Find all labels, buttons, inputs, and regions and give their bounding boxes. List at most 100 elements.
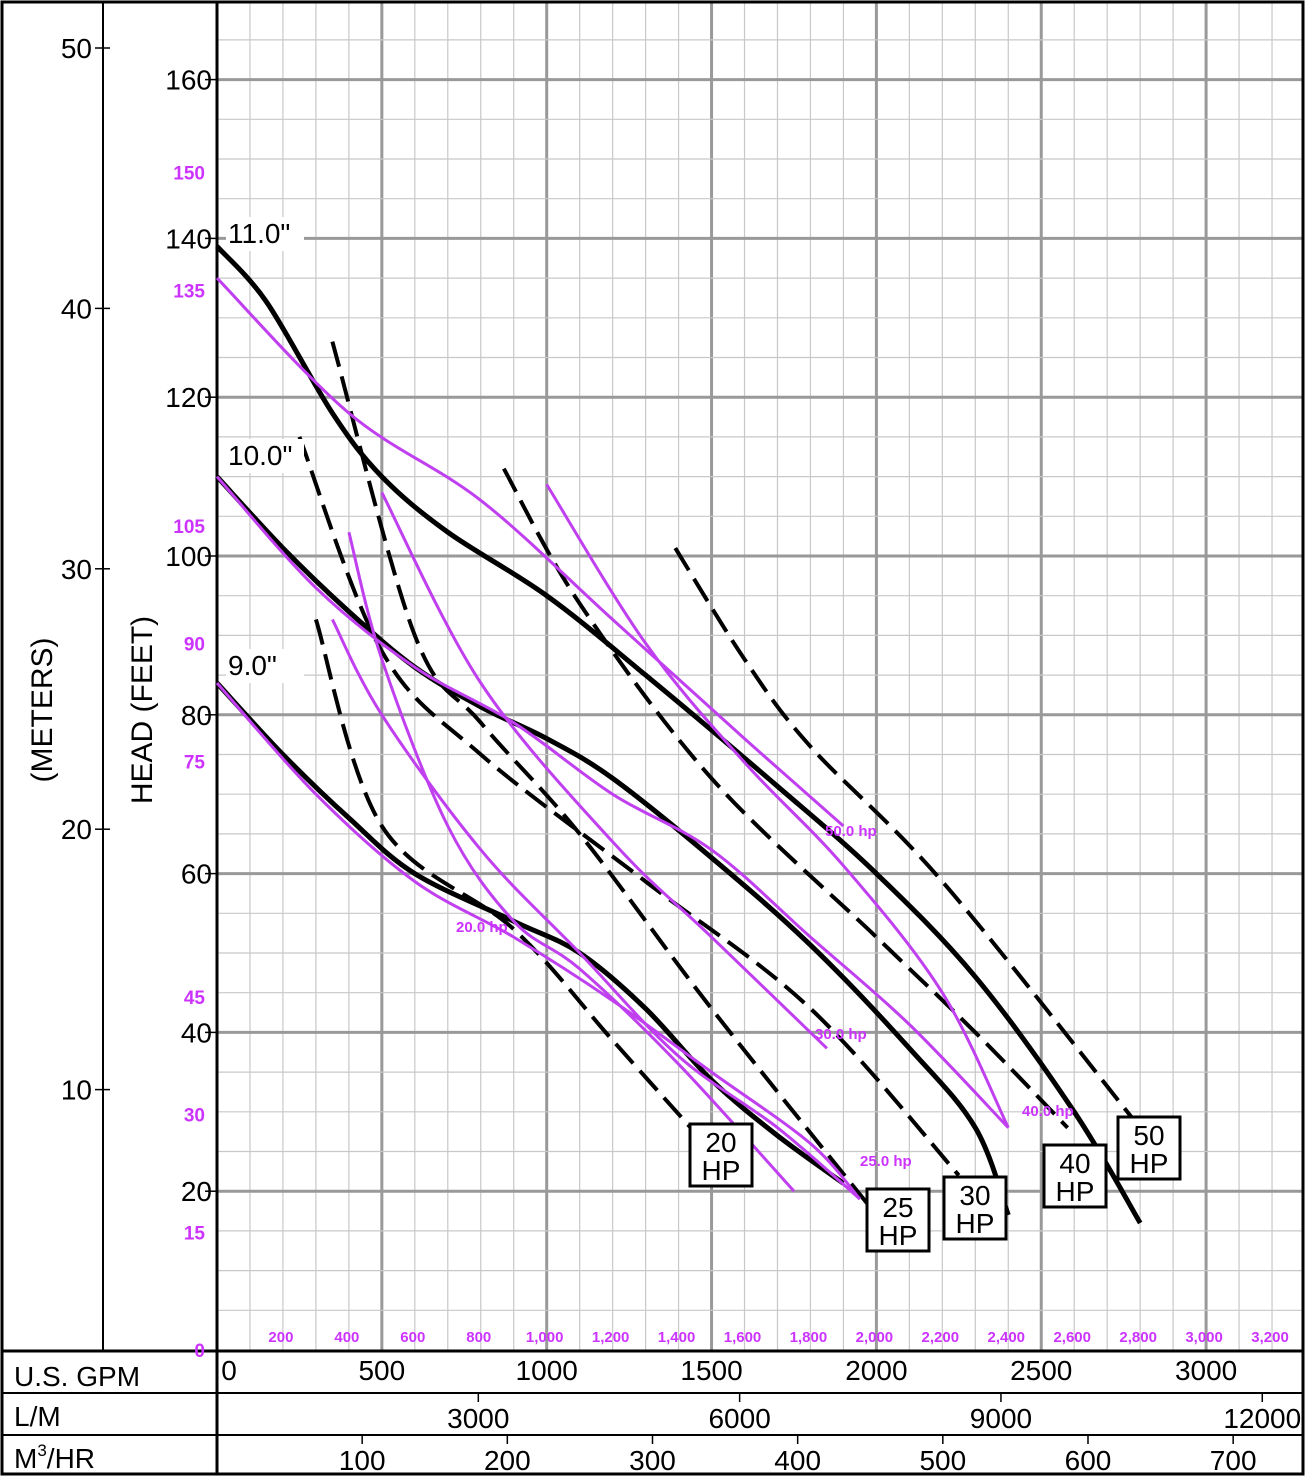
gpm-fine-tick-label: 2,000 — [856, 1329, 894, 1346]
hp-box-unit: HP — [702, 1155, 741, 1186]
psi-tick-label: 75 — [184, 752, 206, 773]
impeller-label: 11.0" — [228, 218, 290, 249]
gpm-tick-label: 1000 — [516, 1355, 578, 1386]
gpm-fine-tick-label: 1,600 — [724, 1329, 762, 1346]
gpm-fine-tick-label: 3,200 — [1251, 1329, 1289, 1346]
psi-tick-label: 135 — [173, 281, 205, 302]
m3hr-tick-label: 400 — [774, 1445, 821, 1476]
lpm-tick-label: 6000 — [708, 1403, 770, 1434]
hp-box — [1042, 1143, 1108, 1209]
power-curve — [215, 277, 845, 828]
feet-tick-label: 80 — [181, 700, 212, 731]
psi-tick-label: 15 — [184, 1223, 206, 1244]
impeller-curve — [215, 681, 845, 1186]
impeller-label-bg — [226, 217, 304, 251]
m3hr-tick-label: 300 — [629, 1445, 676, 1476]
psi-tick-label: 105 — [173, 517, 205, 538]
m3hr-tick-label: 700 — [1210, 1445, 1257, 1476]
y-axis-label-feet: HEAD (FEET) — [126, 616, 159, 804]
power-curve-label: 20.0 hp — [456, 919, 508, 936]
hp-limit-line — [502, 467, 1070, 1130]
hp-limit-line — [313, 618, 707, 1145]
feet-tick-label: 140 — [165, 223, 212, 254]
impeller-label: 10.0" — [228, 440, 292, 471]
gpm-fine-tick-label: 3,000 — [1185, 1329, 1223, 1346]
m3hr-superscript: 3 — [37, 1441, 46, 1460]
power-curve — [347, 531, 796, 1193]
power-curve — [215, 475, 1010, 1129]
m3hr-base: M — [14, 1443, 37, 1474]
psi-tick-label: 45 — [184, 988, 206, 1009]
impeller-curve — [215, 474, 1011, 1216]
feet-tick-label: 120 — [165, 382, 212, 413]
lpm-tick-label: 3000 — [447, 1403, 509, 1434]
impeller-curve — [215, 244, 1143, 1225]
labels: 2040608010012014016010203040500153045759… — [61, 33, 1301, 1476]
curves — [215, 244, 1143, 1225]
gpm-tick-label: 3000 — [1175, 1355, 1237, 1386]
hp-limit-line — [297, 436, 961, 1177]
meter-tick-label: 40 — [61, 293, 92, 324]
hp-box — [942, 1175, 1008, 1241]
psi-tick-label: 30 — [184, 1106, 205, 1127]
psi-tick-label: 150 — [173, 164, 205, 185]
meter-tick-label: 10 — [61, 1075, 92, 1106]
power-curve — [545, 483, 1010, 1129]
gpm-fine-tick-label: 1,800 — [790, 1329, 828, 1346]
feet-tick-label: 60 — [181, 859, 212, 890]
m3hr-rest: /HR — [47, 1443, 95, 1474]
feet-tick-label: 40 — [181, 1017, 212, 1048]
m3hr-tick-label: 500 — [919, 1445, 966, 1476]
feet-tick-label: 100 — [165, 541, 212, 572]
gpm-tick-label: 2000 — [845, 1355, 907, 1386]
m3hr-tick-label: 600 — [1065, 1445, 1112, 1476]
m3hr-tick-label: 200 — [484, 1445, 531, 1476]
power-curve-label: 40.0 hp — [1022, 1103, 1074, 1120]
m3hr-tick-label: 100 — [339, 1445, 386, 1476]
gpm-tick-label: 2500 — [1010, 1355, 1072, 1386]
power-curve — [331, 618, 861, 1201]
gpm-tick-label: 0 — [221, 1355, 237, 1386]
power-curve-label: 30.0 hp — [815, 1026, 867, 1043]
y-axis-label-meters: (METERS) — [26, 638, 59, 783]
hp-box-value: 50 — [1133, 1120, 1164, 1151]
gpm-fine-tick-label: 1,000 — [526, 1329, 564, 1346]
lpm-tick-label: 9000 — [970, 1403, 1032, 1434]
power-curve-label: 25.0 hp — [860, 1153, 912, 1170]
hp-box-unit: HP — [1056, 1176, 1095, 1207]
meter-tick-label: 50 — [61, 33, 92, 64]
psi-tick-label: 0 — [194, 1341, 205, 1362]
gpm-fine-tick-label: 1,200 — [592, 1329, 630, 1346]
impeller-label-bg — [226, 649, 304, 683]
gpm-fine-tick-label: 1,400 — [658, 1329, 696, 1346]
impeller-label-bg — [226, 439, 304, 473]
hp-box — [688, 1122, 754, 1188]
hp-box-unit: HP — [1130, 1148, 1169, 1179]
power-curve-label: 50.0 hp — [825, 823, 877, 840]
flow-scale-gpm-label: U.S. GPM — [14, 1361, 140, 1392]
gpm-tick-label: 500 — [358, 1355, 405, 1386]
gpm-fine-tick-label: 200 — [268, 1329, 293, 1346]
hp-box-unit: HP — [879, 1220, 918, 1251]
feet-tick-label: 160 — [165, 65, 212, 96]
hp-box-value: 25 — [882, 1192, 913, 1223]
psi-tick-label: 90 — [184, 635, 205, 656]
meter-tick-label: 20 — [61, 814, 92, 845]
hp-box-unit: HP — [956, 1208, 995, 1239]
impeller-label: 9.0" — [228, 650, 277, 681]
hp-box-value: 30 — [959, 1180, 990, 1211]
power-curve — [215, 682, 862, 1201]
hp-limit-line — [330, 341, 878, 1217]
hp-box — [865, 1187, 931, 1253]
gpm-fine-tick-label: 800 — [466, 1329, 491, 1346]
power-curve — [380, 491, 828, 1050]
hp-box-value: 20 — [705, 1127, 736, 1158]
meter-tick-label: 30 — [61, 554, 92, 585]
gpm-fine-tick-label: 400 — [334, 1329, 359, 1346]
gpm-fine-tick-label: 2,800 — [1119, 1329, 1157, 1346]
gpm-fine-tick-label: 600 — [400, 1329, 425, 1346]
lpm-tick-label: 12000 — [1223, 1403, 1301, 1434]
hp-box — [1116, 1115, 1182, 1181]
